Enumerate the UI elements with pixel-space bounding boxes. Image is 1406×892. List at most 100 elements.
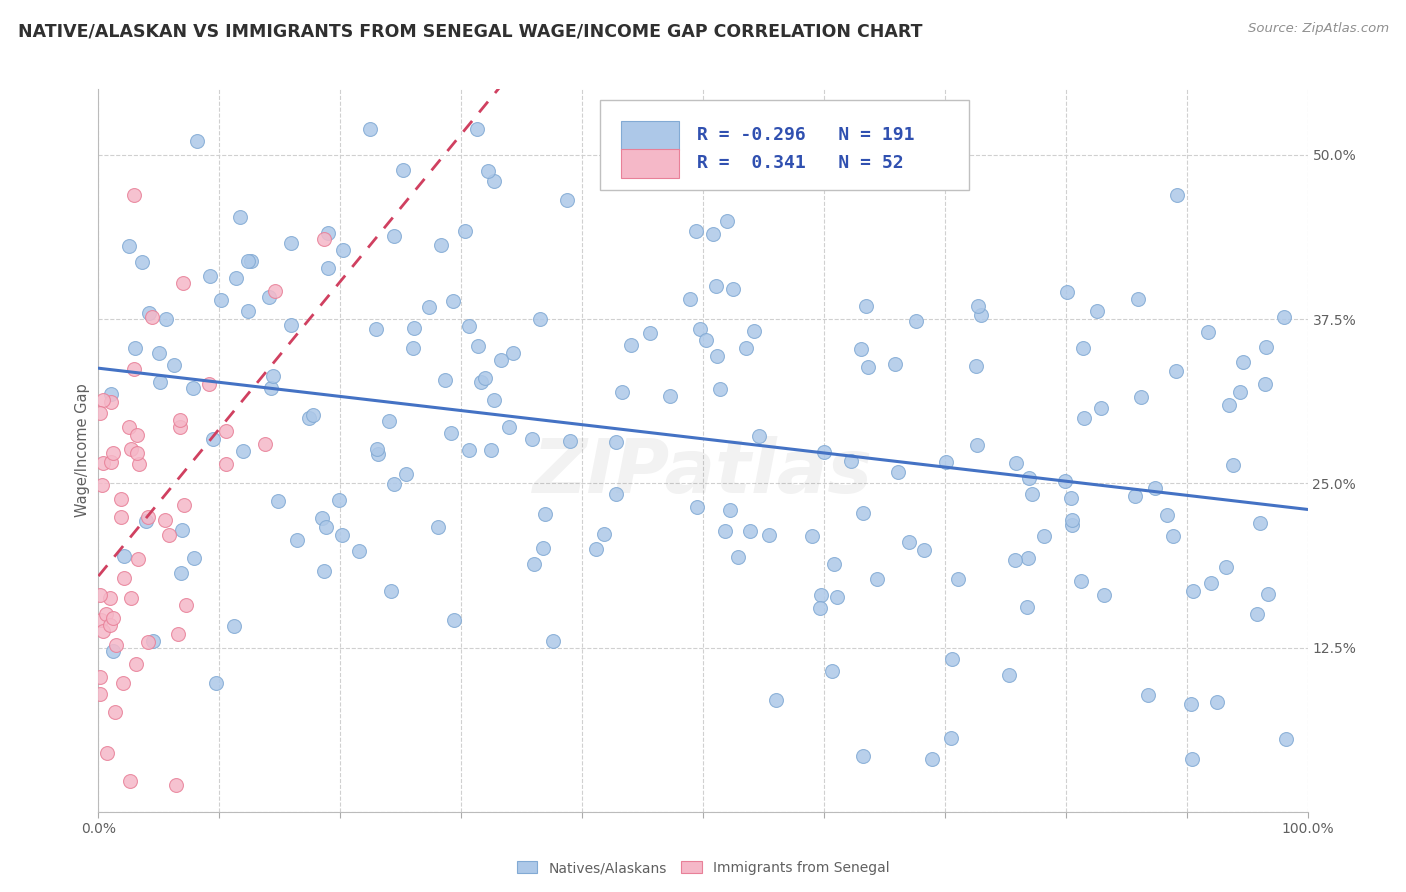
Point: [1215, 560, 1237, 574]
Point: [1018, 471, 1040, 485]
Point: [941, 652, 963, 666]
Point: [287, 533, 309, 548]
Point: [1062, 517, 1084, 532]
Point: [267, 494, 290, 508]
Point: [1232, 355, 1254, 369]
Point: [529, 311, 551, 326]
Point: [1017, 600, 1039, 615]
Point: [1166, 187, 1188, 202]
Point: [558, 434, 581, 449]
Point: [482, 174, 505, 188]
Point: [851, 343, 873, 357]
Point: [101, 644, 124, 658]
Point: [316, 226, 339, 240]
Point: [382, 477, 405, 491]
Point: [498, 420, 520, 434]
Point: [183, 550, 205, 565]
Point: [1123, 489, 1146, 503]
Point: [765, 693, 787, 707]
Y-axis label: Wage/Income Gap: Wage/Income Gap: [75, 384, 90, 517]
Point: [727, 549, 749, 564]
Point: [404, 320, 426, 334]
Point: [364, 322, 387, 336]
Point: [225, 271, 247, 285]
Point: [1090, 401, 1112, 415]
Point: [1254, 340, 1277, 354]
Point: [856, 359, 879, 374]
Point: [90, 613, 112, 627]
Point: [1017, 550, 1039, 565]
Point: [948, 572, 970, 586]
Text: NATIVE/ALASKAN VS IMMIGRANTS FROM SENEGAL WAGE/INCOME GAP CORRELATION CHART: NATIVE/ALASKAN VS IMMIGRANTS FROM SENEGA…: [18, 22, 922, 40]
Point: [236, 253, 259, 268]
Point: [1164, 364, 1187, 378]
Point: [91, 392, 114, 407]
Point: [159, 528, 181, 542]
Text: R = -0.296   N = 191: R = -0.296 N = 191: [697, 127, 914, 145]
Point: [111, 676, 134, 690]
Point: [1060, 513, 1083, 527]
Point: [110, 492, 132, 507]
Point: [866, 572, 889, 586]
Point: [482, 392, 505, 407]
Point: [127, 552, 149, 566]
Point: [821, 664, 844, 678]
Point: [91, 457, 114, 471]
Point: [800, 529, 823, 543]
Point: [1206, 695, 1229, 709]
Point: [263, 284, 285, 298]
Point: [716, 213, 738, 227]
Point: [112, 571, 135, 585]
Point: [257, 290, 280, 304]
Point: [169, 413, 191, 427]
Point: [935, 455, 957, 469]
Point: [825, 590, 848, 604]
Point: [1218, 398, 1240, 412]
Point: [153, 512, 176, 526]
Point: [1071, 341, 1094, 355]
Point: [465, 121, 488, 136]
Point: [620, 338, 643, 352]
Point: [718, 503, 741, 517]
Point: [904, 313, 927, 327]
Point: [1180, 697, 1202, 711]
Point: [124, 341, 146, 355]
Point: [1229, 384, 1251, 399]
Point: [1181, 584, 1204, 599]
Point: [440, 425, 463, 440]
Point: [104, 638, 127, 652]
Point: [167, 627, 190, 641]
Point: [402, 342, 425, 356]
Point: [232, 444, 254, 458]
Point: [738, 524, 761, 538]
Point: [112, 549, 135, 563]
Point: [100, 387, 122, 401]
Point: [1272, 310, 1295, 325]
Point: [748, 429, 770, 443]
Point: [124, 361, 146, 376]
Point: [205, 675, 228, 690]
Point: [163, 358, 186, 372]
Point: [912, 543, 935, 558]
Point: [136, 509, 159, 524]
Point: [200, 268, 222, 283]
Point: [839, 454, 862, 468]
FancyBboxPatch shape: [621, 120, 679, 150]
Point: [328, 492, 350, 507]
Point: [100, 395, 122, 409]
Point: [359, 122, 381, 136]
Point: [966, 438, 988, 452]
Point: [541, 634, 564, 648]
Point: [1156, 508, 1178, 523]
Point: [434, 373, 457, 387]
Point: [142, 634, 165, 648]
Point: [125, 428, 148, 442]
Point: [94, 607, 117, 621]
Point: [1257, 587, 1279, 601]
Point: [98, 591, 121, 605]
Point: [1126, 292, 1149, 306]
Point: [262, 369, 284, 384]
Point: [366, 442, 388, 457]
Point: [886, 465, 908, 479]
Point: [332, 243, 354, 257]
